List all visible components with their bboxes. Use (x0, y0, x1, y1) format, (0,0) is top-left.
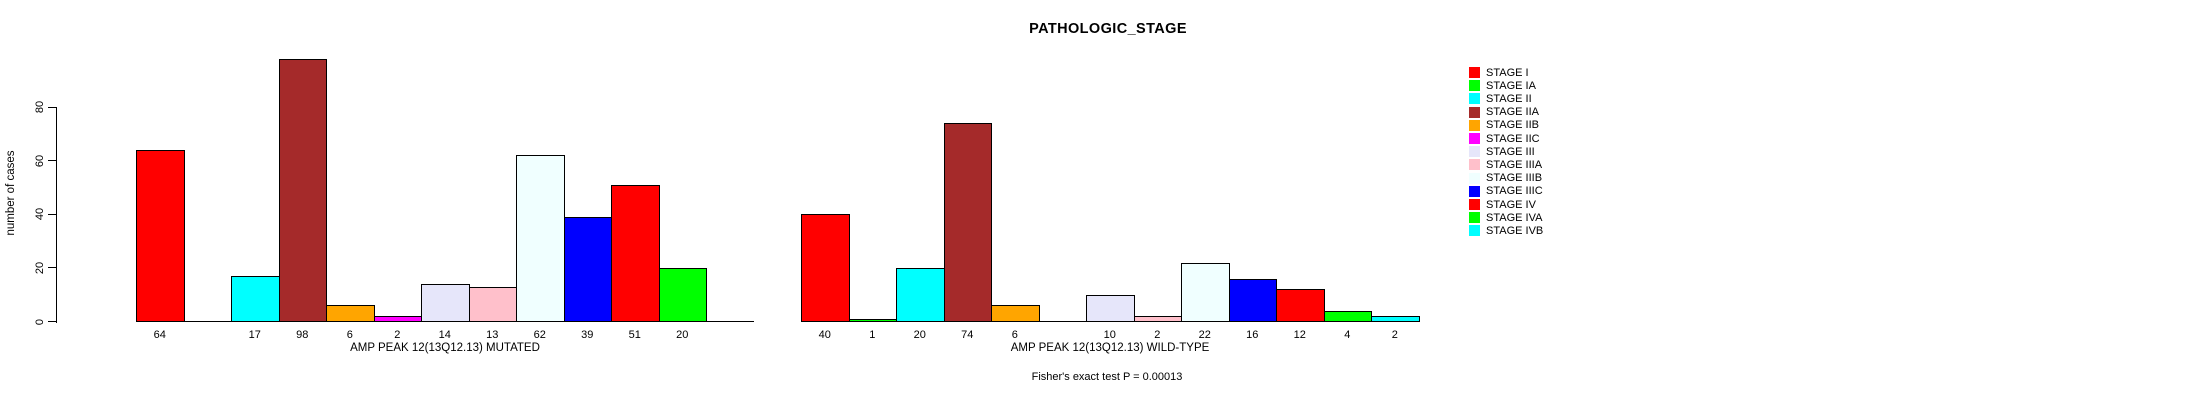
legend-swatch-stage-iiic (1469, 185, 1480, 197)
legend-label: STAGE IIIB (1486, 172, 1543, 185)
legend-label: STAGE I (1486, 66, 1529, 79)
bar-mutated-stage-iva (658, 267, 707, 322)
bar-label: 6 (1011, 329, 1018, 341)
fisher-test-annotation: Fisher's exact test P = 0.00013 (1031, 371, 1183, 383)
bar-wildtype-stage-iii (1086, 294, 1135, 322)
right-panel-xlabel: AMP PEAK 12(13Q12.13) WILD-TYPE (1010, 342, 1210, 354)
bar-label: 10 (1103, 329, 1116, 341)
bar-mutated-stage-iiia (468, 286, 517, 322)
bar-mutated-stage-iii (421, 283, 470, 322)
bar-label: 39 (581, 329, 594, 341)
legend-swatch-stage-iva (1469, 212, 1480, 224)
bar-wildtype-stage-i (801, 214, 850, 322)
bar-label: 2 (394, 329, 401, 341)
legend-swatch-stage-iia (1469, 106, 1480, 118)
legend-swatch-stage-iv (1469, 199, 1480, 210)
legend-label: STAGE IVB (1486, 224, 1544, 237)
bar-label: 13 (486, 329, 499, 341)
bar-label: 20 (913, 329, 926, 341)
y-tick (48, 213, 56, 215)
bar-mutated-stage-iib (326, 305, 375, 322)
legend-swatch-stage-ivb (1469, 225, 1480, 237)
legend-swatch-stage-iiib (1469, 172, 1480, 184)
legend-swatch-stage-iic (1469, 133, 1480, 144)
bar-label: 51 (628, 329, 641, 341)
bar-label: 14 (438, 329, 451, 341)
bar-label: 17 (248, 329, 261, 341)
bar-wildtype-stage-iv (1276, 289, 1325, 322)
legend-swatch-stage-iib (1469, 119, 1480, 131)
legend-label: STAGE IVA (1486, 211, 1543, 224)
bar-label: 74 (961, 329, 974, 341)
bar-label: 1 (869, 329, 876, 341)
bar-label: 4 (1344, 329, 1351, 341)
legend-swatch-stage-iiia (1469, 159, 1480, 171)
legend-label: STAGE II (1486, 92, 1532, 105)
bar-label: 40 (818, 329, 831, 341)
bar-mutated-stage-i (136, 149, 185, 322)
left-panel-xlabel: AMP PEAK 12(13Q12.13) MUTATED (350, 342, 540, 354)
bar-label: 6 (346, 329, 353, 341)
bar-wildtype-stage-ii (896, 267, 945, 322)
chart-title: PATHOLOGIC_STAGE (1029, 21, 1187, 37)
bar-mutated-stage-iv (611, 184, 660, 322)
bar-label: 16 (1246, 329, 1259, 341)
legend-label: STAGE IIIA (1486, 158, 1543, 171)
bar-label: 98 (296, 329, 309, 341)
bar-label: 64 (153, 329, 166, 341)
bar-wildtype-stage-ivb (1371, 316, 1420, 322)
legend-label: STAGE III (1486, 145, 1535, 158)
legend-swatch-stage-i (1469, 67, 1480, 78)
bar-label: 2 (1391, 329, 1398, 341)
bar-wildtype-stage-iiib (1181, 262, 1230, 322)
y-axis-line (56, 107, 58, 323)
bar-label: 22 (1198, 329, 1211, 341)
legend-label: STAGE IIIC (1486, 185, 1543, 198)
legend-label: STAGE IA (1486, 79, 1536, 92)
bar-mutated-stage-iia (278, 58, 327, 322)
y-tick (48, 160, 56, 162)
y-tick (48, 106, 56, 108)
bar-label: 12 (1293, 329, 1306, 341)
legend-label: STAGE IIB (1486, 119, 1539, 132)
bar-wildtype-stage-iib (991, 305, 1040, 322)
legend-swatch-stage-ia (1469, 80, 1480, 92)
legend-label: STAGE IV (1486, 198, 1536, 211)
legend-swatch-stage-iii (1469, 146, 1480, 158)
y-tick (48, 267, 56, 269)
legend-label: STAGE IIC (1486, 132, 1540, 145)
bar-mutated-stage-iiic (563, 216, 612, 322)
bar-label: 62 (533, 329, 546, 341)
bar-label: 20 (676, 329, 689, 341)
legend-swatch-stage-ii (1469, 93, 1480, 105)
bar-label: 2 (1154, 329, 1161, 341)
legend-label: STAGE IIA (1486, 106, 1539, 119)
bar-wildtype-stage-iia (943, 123, 992, 322)
y-tick (48, 321, 56, 322)
